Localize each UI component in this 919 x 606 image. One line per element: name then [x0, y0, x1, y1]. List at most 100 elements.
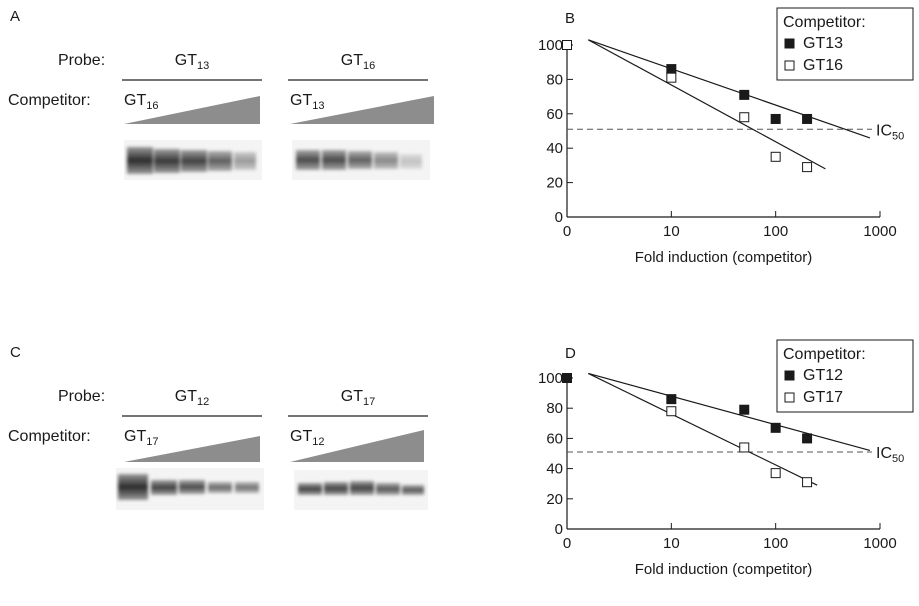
probe-name: GT [174, 52, 197, 69]
gel-band [208, 151, 232, 171]
gel-figure-c [116, 415, 428, 510]
fit-line [588, 39, 826, 170]
competitor-label: Competitor: [8, 428, 91, 445]
x-tick-label: 0 [563, 535, 571, 552]
y-tick-label: 60 [546, 430, 563, 447]
y-tick-label: 100 [538, 37, 563, 54]
legend-entry: GT16 [803, 57, 843, 74]
probe-name: GT [340, 52, 363, 69]
panel-letter: D [565, 345, 576, 362]
data-point [770, 422, 781, 433]
legend-marker [784, 60, 795, 71]
legend-marker [784, 370, 795, 381]
competitor-wedge [124, 96, 260, 124]
data-point [802, 162, 813, 173]
gel-band [322, 150, 346, 170]
competitor-subscript: 12 [312, 436, 325, 449]
lane-competitor: GT16 [124, 92, 158, 112]
x-tick-label: 100 [763, 535, 788, 552]
lane-probe-title: GT17 [288, 388, 428, 408]
x-tick-label: 10 [663, 535, 680, 552]
lane-probe-title: GT16 [288, 52, 428, 72]
x-axis-label: Fold induction (competitor) [635, 249, 813, 266]
lane-probe-title: GT12 [122, 388, 262, 408]
data-point [562, 40, 572, 50]
ic50-label: IC50 [876, 445, 904, 465]
competitor-name: GT [124, 428, 147, 445]
x-tick-label: 1000 [863, 223, 896, 240]
legend-marker [784, 38, 795, 49]
lane-probe-title: GT13 [122, 52, 262, 72]
x-tick-label: 1000 [863, 535, 896, 552]
competitor-wedge [290, 96, 434, 124]
data-point [802, 113, 813, 124]
data-point [666, 72, 677, 83]
gel-band [235, 482, 259, 493]
data-point [802, 477, 813, 488]
y-tick-label: 80 [546, 71, 563, 88]
gel-band [298, 483, 322, 495]
y-tick-label: 40 [546, 140, 563, 157]
data-point [739, 89, 750, 100]
competitor-name: GT [124, 92, 147, 109]
panel-letter-a: A [10, 8, 21, 25]
panel-letter: B [565, 10, 575, 27]
gel-band [350, 481, 374, 495]
x-axis-label: Fold induction (competitor) [635, 561, 813, 578]
legend-entry: GT17 [803, 389, 843, 406]
gel-figure-a [122, 79, 434, 180]
y-tick-label: 0 [555, 521, 563, 538]
gel-band [234, 152, 256, 170]
y-tick-label: 100 [538, 370, 563, 387]
competitor-name: GT [290, 92, 313, 109]
lane-competitor: GT17 [124, 428, 158, 448]
gel-band [118, 474, 148, 500]
gel-band [400, 154, 422, 169]
legend-box [776, 7, 914, 81]
panel-letter-c: C [10, 344, 21, 361]
gel-band [402, 485, 424, 495]
gel-band [208, 482, 232, 493]
gel-band [324, 482, 348, 495]
legend-box [776, 339, 914, 413]
gel-band [374, 152, 398, 169]
competitor-subscript: 16 [146, 100, 159, 113]
y-tick-label: 0 [555, 209, 563, 226]
data-point [562, 373, 572, 383]
competitor-subscript: 17 [146, 436, 159, 449]
data-point [739, 442, 750, 453]
gel-band [127, 147, 153, 174]
competitor-wedge [290, 430, 424, 462]
gel-band [296, 150, 320, 170]
data-point [739, 112, 750, 123]
legend-entry: GT12 [803, 367, 843, 384]
probe-subscript: 17 [362, 396, 376, 409]
probe-label: Probe: [58, 52, 106, 69]
data-point [770, 468, 781, 479]
x-tick-label: 0 [563, 223, 571, 240]
probe-subscript: 13 [196, 60, 210, 73]
y-tick-label: 20 [546, 491, 563, 508]
gel-band [348, 151, 372, 169]
fit-line [588, 372, 871, 452]
gel-band [376, 483, 400, 495]
y-tick-label: 40 [546, 461, 563, 478]
x-tick-label: 10 [663, 223, 680, 240]
probe-name: GT [340, 388, 363, 405]
y-tick-label: 20 [546, 175, 563, 192]
competitor-subscript: 13 [312, 100, 325, 113]
legend-entry: GT13 [803, 35, 843, 52]
data-point [770, 113, 781, 124]
legend-marker [784, 392, 795, 403]
gel-band [154, 149, 180, 173]
data-point [666, 406, 677, 417]
probe-name: GT [174, 388, 197, 405]
data-point [666, 64, 677, 75]
competitor-name: GT [290, 428, 313, 445]
fit-line [588, 372, 818, 486]
lane-competitor: GT13 [290, 92, 324, 112]
competitor-label: Competitor: [8, 92, 91, 109]
probe-subscript: 16 [362, 60, 376, 73]
